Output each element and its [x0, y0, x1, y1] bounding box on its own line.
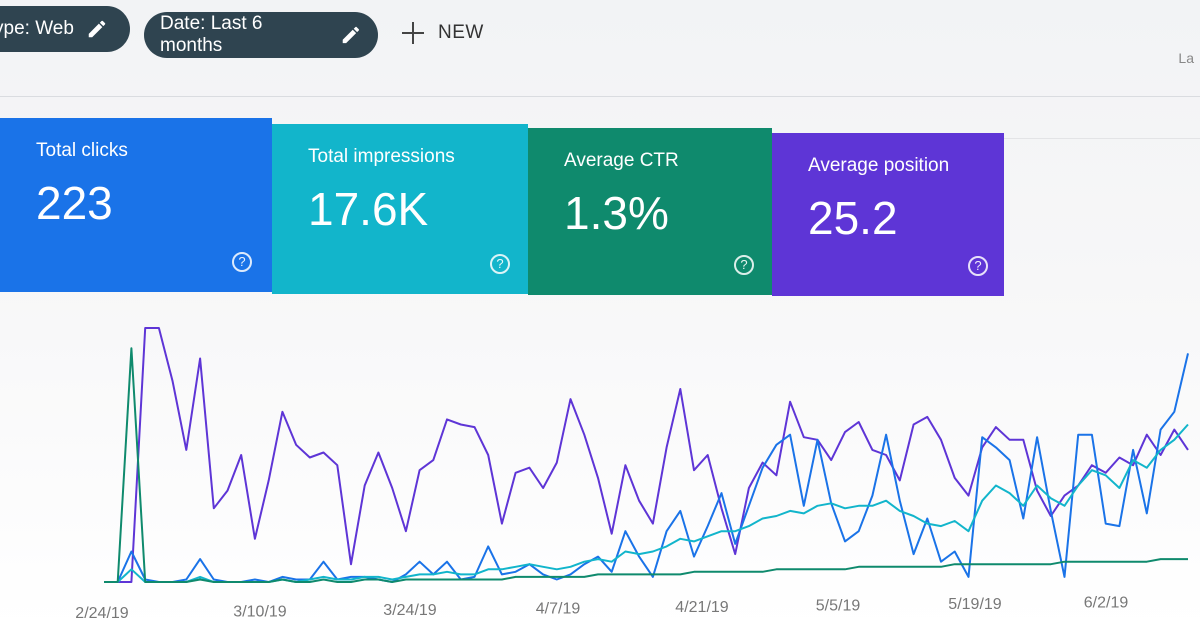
metric-label: Total clicks	[36, 140, 128, 161]
search-type-filter-label: ype: Web	[0, 18, 74, 39]
metric-label: Average CTR	[564, 150, 679, 171]
metric-card-total-impressions[interactable]: Total impressions 17.6K ?	[272, 124, 528, 294]
add-filter-button[interactable]: NEW	[402, 22, 484, 44]
series-line-1[interactable]	[104, 353, 1189, 583]
help-icon[interactable]: ?	[734, 255, 754, 275]
edit-pencil-icon	[342, 26, 360, 44]
help-icon[interactable]: ?	[490, 254, 510, 274]
x-tick-label: 2/24/19	[75, 605, 128, 622]
help-icon[interactable]: ?	[968, 256, 988, 276]
filter-bar: ype: Web Date: Last 6 months NEW La	[0, 0, 1200, 100]
metric-card-average-position[interactable]: Average position 25.2 ?	[772, 133, 1004, 296]
metric-label: Total impressions	[308, 146, 455, 167]
edit-pencil-icon	[88, 20, 106, 38]
series-line-3[interactable]	[104, 347, 1188, 583]
metric-label: Average position	[808, 155, 950, 176]
plus-icon	[402, 22, 424, 44]
series-line-0[interactable]	[104, 327, 1189, 583]
date-range-filter-chip[interactable]: Date: Last 6 months	[144, 12, 378, 58]
x-tick-label: 5/5/19	[816, 598, 861, 615]
x-tick-label: 3/24/19	[383, 602, 436, 619]
x-tick-label: 4/21/19	[675, 599, 728, 616]
filter-divider	[0, 96, 1200, 97]
metric-card-total-clicks[interactable]: Total clicks 223 ?	[0, 118, 272, 292]
metric-value: 25.2	[808, 192, 898, 244]
search-type-filter-chip[interactable]: ype: Web	[0, 6, 130, 52]
metric-value: 1.3%	[564, 187, 669, 239]
metric-card-average-ctr[interactable]: Average CTR 1.3% ?	[528, 128, 772, 295]
x-tick-label: 5/19/19	[948, 596, 1001, 613]
help-icon[interactable]: ?	[232, 252, 252, 272]
add-filter-label: NEW	[438, 22, 484, 43]
metric-value: 223	[36, 177, 113, 229]
date-range-filter-label: Date: Last 6 months	[160, 13, 263, 56]
metric-value: 17.6K	[308, 183, 429, 235]
last-updated-text: La	[1178, 50, 1194, 66]
x-tick-label: 4/7/19	[536, 601, 581, 618]
x-tick-label: 6/2/19	[1084, 595, 1129, 612]
performance-line-chart[interactable]: 2/24/19 3/10/19 3/24/19 4/7/19 4/21/19 5/5/19…	[0, 300, 1200, 630]
x-tick-label: 3/10/19	[233, 604, 286, 621]
